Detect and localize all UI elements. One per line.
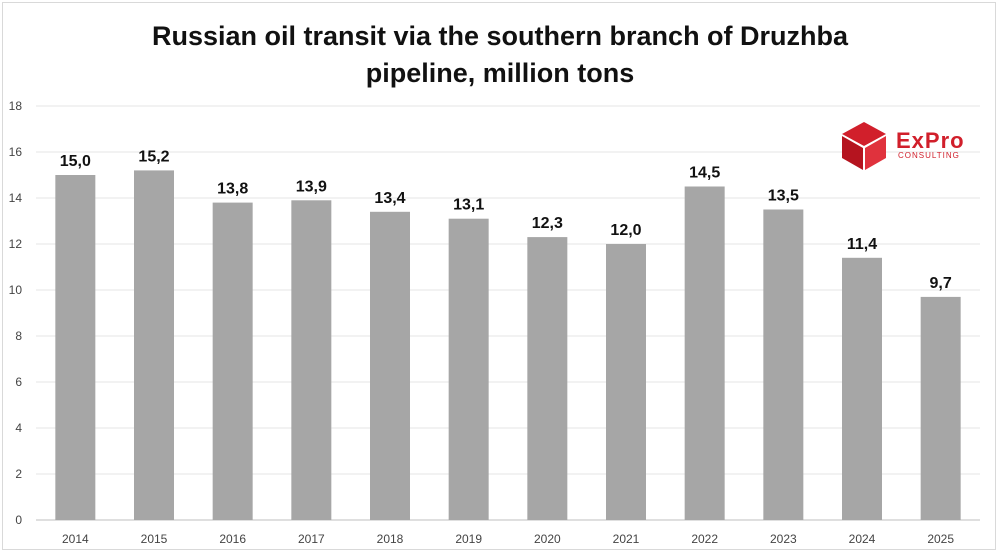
data-label: 13,1 (453, 197, 484, 214)
y-tick-label: 16 (9, 145, 23, 159)
x-tick-label: 2025 (927, 532, 954, 546)
y-tick-label: 14 (9, 191, 23, 205)
logo-subtitle: CONSULTING (898, 151, 960, 160)
y-tick-label: 2 (15, 467, 22, 481)
expro-logo: ExPro CONSULTING (838, 120, 988, 172)
data-label: 12,3 (532, 215, 563, 232)
x-tick-label: 2023 (770, 532, 797, 546)
x-tick-label: 2014 (62, 532, 89, 546)
y-tick-label: 8 (15, 329, 22, 343)
data-label: 15,0 (60, 153, 91, 170)
data-label: 9,7 (930, 275, 952, 292)
x-tick-label: 2016 (219, 532, 246, 546)
data-label: 13,9 (296, 178, 327, 195)
bar (134, 170, 174, 520)
x-tick-label: 2018 (377, 532, 404, 546)
bar (842, 257, 882, 520)
bar (291, 200, 332, 521)
y-tick-label: 4 (15, 421, 22, 435)
y-tick-label: 6 (15, 375, 22, 389)
bar (55, 175, 96, 520)
bar (448, 218, 489, 520)
x-tick-label: 2024 (849, 532, 876, 546)
x-tick-label: 2021 (613, 532, 640, 546)
bar (527, 237, 568, 520)
data-label: 11,4 (847, 236, 877, 253)
bar (606, 244, 646, 520)
x-tick-label: 2017 (298, 532, 325, 546)
bar (684, 186, 725, 520)
x-tick-label: 2020 (534, 532, 561, 546)
data-label: 14,5 (689, 165, 720, 182)
y-tick-label: 12 (9, 237, 23, 251)
logo-name: ExPro (896, 128, 965, 153)
y-tick-label: 18 (9, 99, 23, 113)
bar (763, 209, 804, 520)
data-label: 12,0 (610, 222, 641, 239)
y-tick-label: 0 (15, 513, 22, 527)
data-label: 15,2 (138, 148, 169, 165)
bar (920, 296, 961, 520)
data-label: 13,8 (217, 181, 248, 198)
data-label: 13,4 (374, 190, 405, 207)
chart-title: Russian oil transit via the southern bra… (0, 18, 1000, 92)
chart-title-line-2: pipeline, million tons (365, 58, 635, 88)
bar (212, 202, 253, 520)
x-tick-label: 2019 (455, 532, 482, 546)
bar (370, 211, 410, 521)
data-label: 13,5 (768, 188, 799, 205)
cube-logo-icon (841, 122, 887, 170)
y-tick-label: 10 (9, 283, 23, 297)
chart-title-line-1: Russian oil transit via the southern bra… (151, 21, 849, 51)
x-tick-label: 2022 (691, 532, 718, 546)
x-tick-label: 2015 (141, 532, 168, 546)
